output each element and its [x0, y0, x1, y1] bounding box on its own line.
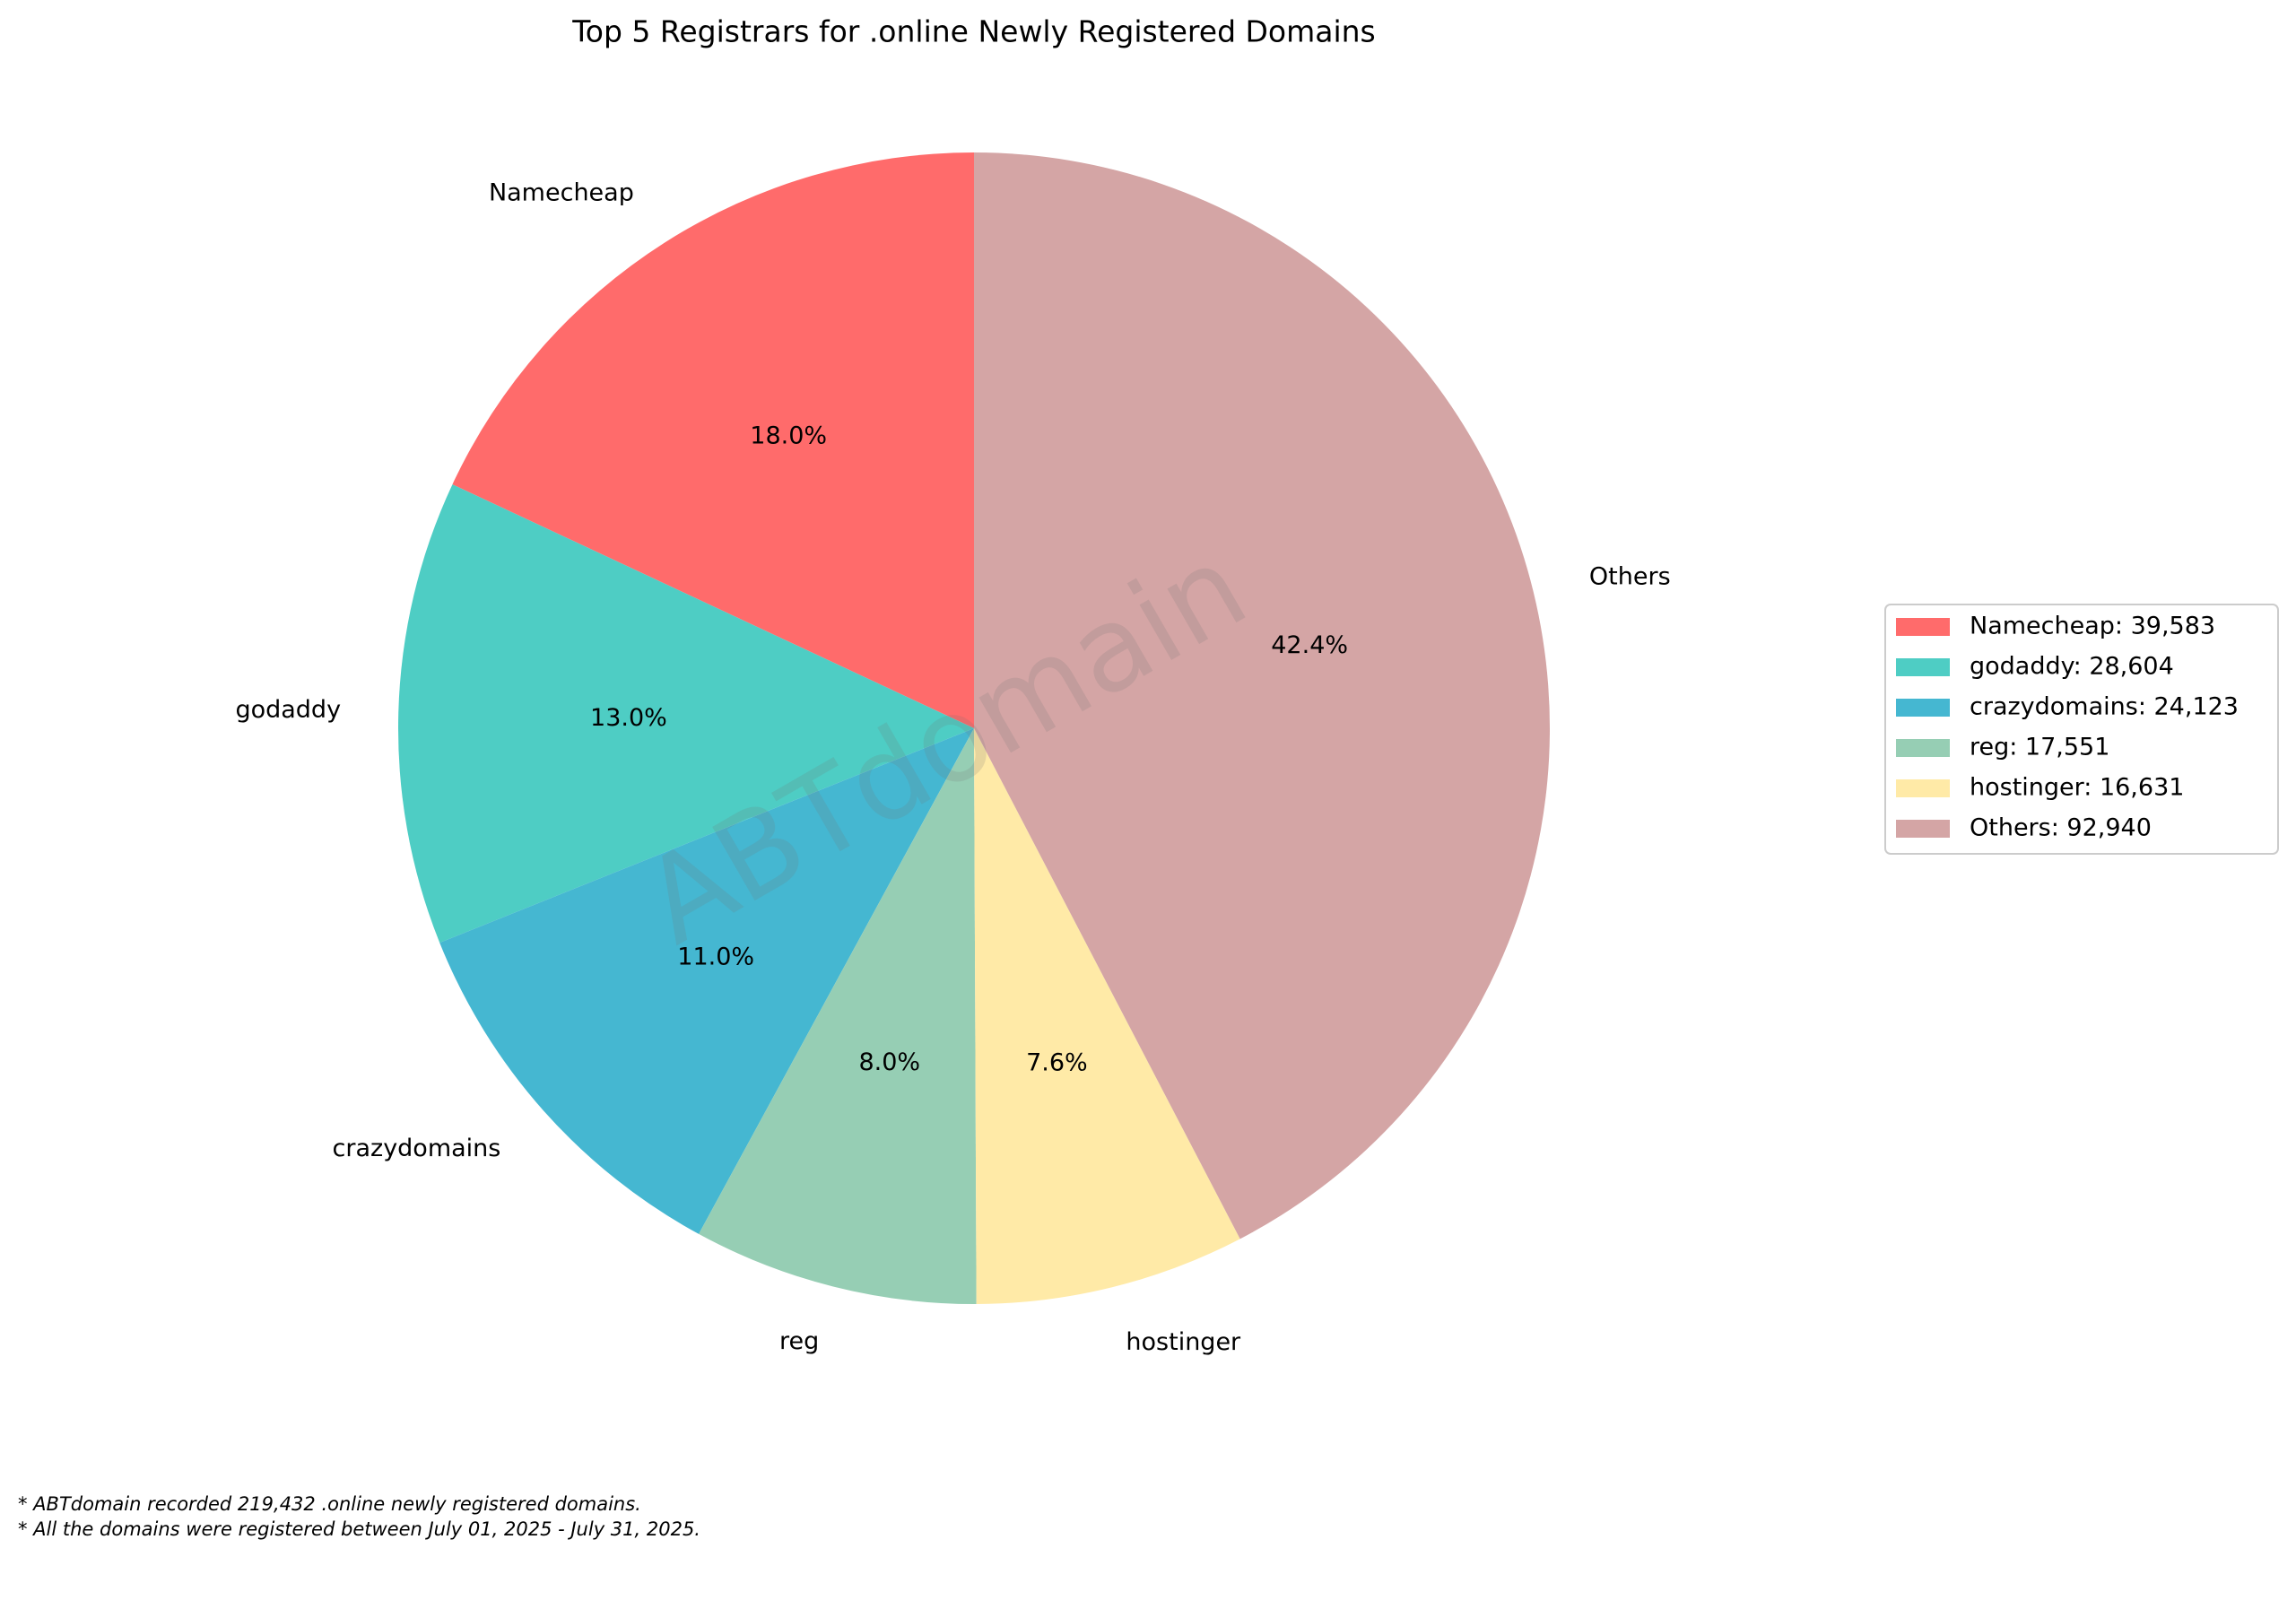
slice-label: Namecheap: [489, 179, 634, 207]
legend-swatch: [1896, 658, 1950, 676]
slice-label: crazydomains: [333, 1135, 501, 1162]
legend-swatch: [1896, 739, 1950, 757]
slice: [974, 152, 1550, 1239]
legend-box: [1884, 604, 2279, 855]
legend-label: hostinger: 16,631: [1970, 774, 2184, 802]
legend-swatch: [1896, 699, 1950, 717]
percent-label: 18.0%: [750, 422, 827, 450]
slice: [398, 484, 974, 944]
slice: [439, 728, 974, 1234]
percent-label: 7.6%: [1026, 1048, 1088, 1076]
labels: Namecheap 18.0% godaddy 13.0% crazydomains 11…: [235, 179, 1670, 1356]
percent-label: 42.4%: [1271, 631, 1348, 659]
slice-label: Others: [1589, 563, 1671, 591]
footnote: * ABTdomain recorded 219,432 .online new…: [18, 1493, 641, 1515]
slice: [452, 152, 975, 728]
legend-label: godaddy: 28,604: [1970, 653, 2174, 681]
legend-label: reg: 17,551: [1970, 734, 2109, 761]
footnote: * All the domains were registered betwee…: [18, 1518, 700, 1540]
legend-swatch: [1896, 820, 1950, 838]
slice-label: reg: [779, 1327, 819, 1355]
slice-label: godaddy: [235, 696, 341, 724]
slice: [699, 728, 977, 1304]
chart-title: Top 5 Registrars for .online Newly Regis…: [571, 14, 1376, 49]
slice: [974, 728, 1240, 1304]
legend-label: Namecheap: 39,583: [1970, 613, 2215, 640]
legend: Namecheap: 39,583 godaddy: 28,604 crazydom…: [1896, 613, 2239, 842]
legend-label: Others: 92,940: [1970, 814, 2152, 842]
legend-swatch: [1896, 779, 1950, 797]
legend-label: crazydomains: 24,123: [1970, 693, 2239, 721]
pie: [398, 152, 1550, 1304]
legend-swatch: [1896, 618, 1950, 636]
slice-label: hostinger: [1126, 1328, 1241, 1356]
percent-label: 11.0%: [677, 944, 754, 971]
percent-label: 8.0%: [858, 1048, 920, 1076]
percent-label: 13.0%: [590, 704, 667, 732]
